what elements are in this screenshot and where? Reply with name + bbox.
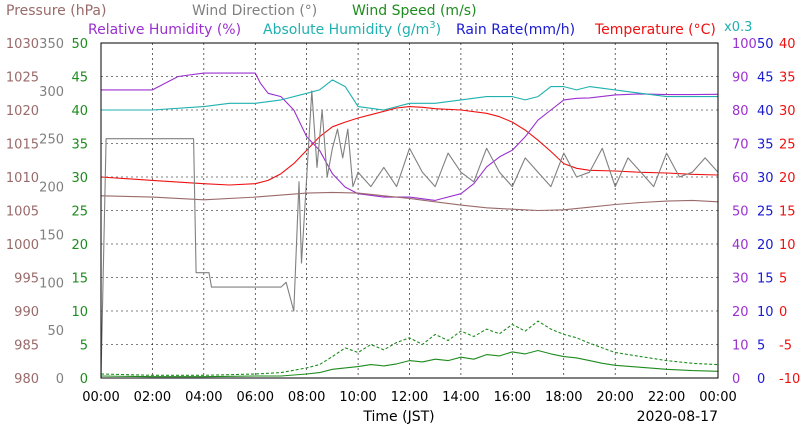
tick-label-humidity: 80 [732,104,749,119]
series-line-humidity-2 [101,79,718,111]
tick-label-pressure: 995 [14,272,39,287]
x-tick-label: 04:00 [185,390,222,405]
tick-label-temperature: 20 [779,171,796,186]
tick-label-wind-speed: 25 [71,205,88,220]
tick-label-rain-rate: 35 [757,138,774,153]
tick-label-humidity: 70 [732,138,749,153]
tick-label-wind-speed: 50 [71,37,88,52]
tick-label-humidity: 60 [732,171,749,186]
tick-label-temperature: 35 [779,71,796,86]
series-line-temperature-0 [100,106,719,186]
legend: Pressure (hPa) Wind Direction (°) Wind Spe… [6,3,752,38]
x-tick-label: 02:00 [134,390,171,405]
x-tick-label: 14:00 [442,390,479,405]
tick-label-humidity: 0 [732,372,740,387]
tick-label-wind-direction: 100 [39,276,64,291]
tick-label-rain-rate: 0 [757,372,765,387]
tick-label-wind-speed: 45 [71,71,88,86]
legend-item: Rain Rate(mm/h) [456,22,575,38]
legend-item: Wind Direction (°) [192,3,317,19]
tick-label-rain-rate: 5 [757,339,765,354]
tick-label-pressure: 1030 [6,37,39,52]
tick-label-wind-speed: 20 [71,238,88,253]
tick-label-wind-speed: 30 [71,171,88,186]
tick-label-temperature: -5 [779,339,792,354]
x-tick-label: 18:00 [545,390,582,405]
x-tick-label: 20:00 [596,390,633,405]
tick-label-temperature: 0 [779,305,787,320]
tick-label-humidity: 50 [732,205,749,220]
plot-frame [100,42,719,379]
tick-label-humidity: 20 [732,305,749,320]
series-line-wind_speed-5 [100,349,719,378]
tick-label-pressure: 1010 [6,171,39,186]
tick-label-humidity: 100 [732,37,757,52]
tick-label-wind-direction: 250 [39,133,64,148]
x-tick-label: 16:00 [494,390,531,405]
tick-label-wind-speed: 40 [71,104,88,119]
x-tick-label: 10:00 [339,390,376,405]
tick-label-pressure: 980 [14,372,39,387]
legend-item: Relative Humidity (%) [88,22,241,38]
tick-label-rain-rate: 50 [757,37,774,52]
tick-label-wind-direction: 50 [47,324,64,339]
grid [101,43,718,378]
legend-item: Absolute Humidity (g/m3) [263,20,441,38]
tick-label-temperature: 10 [779,238,796,253]
tick-label-pressure: 985 [14,339,39,354]
tick-label-wind-speed: 0 [80,372,88,387]
x-axis-label: Time (JST) [362,409,434,425]
tick-label-rain-rate: 25 [757,205,774,220]
tick-label-temperature: -10 [779,372,800,387]
x-tick-label: 00:00 [82,390,119,405]
x-tick-label: 22:00 [648,390,685,405]
tick-label-pressure: 1015 [6,138,39,153]
axis-tick-labels: 1030102510201015101010051000995990985980… [6,37,800,405]
tick-label-wind-direction: 300 [39,85,64,100]
tick-label-wind-direction: 350 [39,37,64,52]
tick-label-wind-speed: 5 [80,339,88,354]
tick-label-wind-speed: 15 [71,272,88,287]
tick-label-pressure: 1000 [6,238,39,253]
tick-label-wind-direction: 0 [56,372,64,387]
x-tick-label: 12:00 [391,390,428,405]
legend-item: Pressure (hPa) [6,3,106,19]
series-line-wind_direction-4 [100,90,719,379]
tick-label-humidity: 40 [732,238,749,253]
series-line-wind_speed-6 [100,320,719,376]
tick-label-temperature: 5 [779,272,787,287]
tick-label-wind-direction: 200 [39,181,64,196]
tick-label-pressure: 990 [14,305,39,320]
tick-label-humidity: 10 [732,339,749,354]
tick-label-temperature: 30 [779,104,796,119]
abs-humidity-scale-note: x0.3 [724,20,752,35]
tick-label-pressure: 1020 [6,104,39,119]
tick-label-pressure: 1005 [6,205,39,220]
tick-label-temperature: 25 [779,138,796,153]
tick-label-wind-speed: 35 [71,138,88,153]
tick-label-rain-rate: 10 [757,305,774,320]
series-line-pressure-3 [100,191,719,212]
tick-label-wind-direction: 150 [39,228,64,243]
tick-label-humidity: 30 [732,272,749,287]
tick-label-temperature: 40 [779,37,796,52]
tick-label-temperature: 15 [779,205,796,220]
tick-label-wind-speed: 10 [71,305,88,320]
series-line-humidity-1 [101,72,719,201]
tick-label-pressure: 1025 [6,71,39,86]
tick-label-rain-rate: 15 [757,272,774,287]
tick-label-rain-rate: 40 [757,104,774,119]
tick-label-humidity: 90 [732,71,749,86]
legend-item: Temperature (°C) [594,22,716,38]
x-tick-label: 08:00 [288,390,325,405]
tick-label-rain-rate: 30 [757,171,774,186]
date-label: 2020-08-17 [637,409,718,425]
legend-item: Wind Speed (m/s) [352,3,477,19]
x-tick-label: 00:00 [699,390,736,405]
x-tick-label: 06:00 [237,390,274,405]
tick-label-rain-rate: 20 [757,238,774,253]
tick-label-rain-rate: 45 [757,71,774,86]
